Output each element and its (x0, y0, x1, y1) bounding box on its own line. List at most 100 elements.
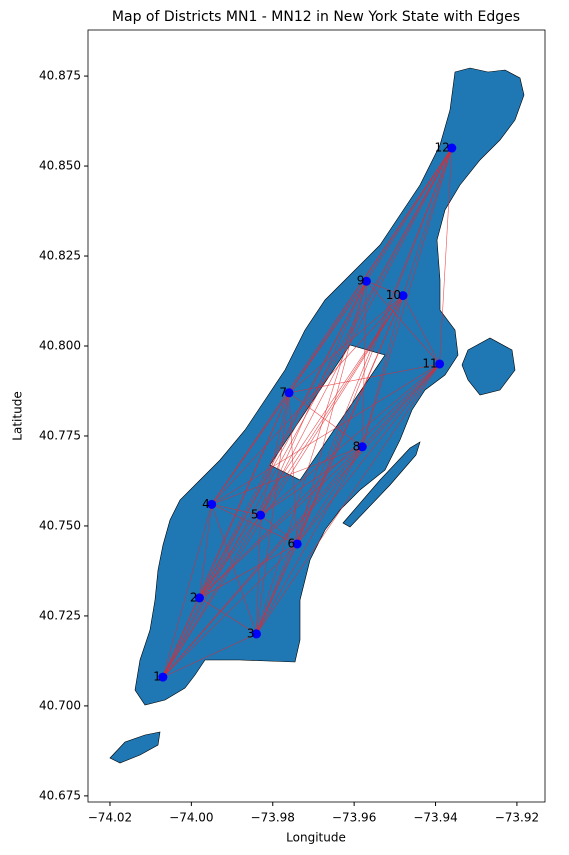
edge (256, 281, 367, 635)
district-label: 8 (353, 439, 361, 453)
edge (260, 392, 290, 516)
y-tick-label: 40.775 (39, 428, 81, 442)
plot-frame (87, 29, 546, 803)
edge (361, 295, 404, 447)
x-tick-label: −73.92 (495, 811, 539, 825)
edge (162, 514, 261, 678)
edge (260, 295, 404, 516)
edge (199, 597, 257, 635)
edge (402, 295, 440, 365)
district-point (207, 499, 217, 509)
edge (211, 363, 440, 505)
edge (260, 363, 440, 516)
edge (361, 281, 367, 447)
edge (162, 446, 363, 678)
edge (402, 147, 453, 296)
district-point (284, 388, 294, 398)
edge (199, 392, 290, 599)
chart-title: Map of Districts MN1 - MN12 in New York … (112, 9, 520, 25)
x-tick-label: −73.98 (251, 811, 295, 825)
edge (439, 148, 453, 365)
edge (296, 281, 367, 545)
edge (288, 392, 298, 544)
district-point (357, 442, 367, 452)
district-label: 11 (422, 356, 437, 370)
edge (256, 363, 440, 635)
edge (366, 280, 404, 296)
district-point (251, 629, 261, 639)
edge (199, 363, 440, 599)
edge (256, 295, 404, 635)
edge (199, 295, 404, 599)
randalls-island (461, 337, 516, 396)
governors-island (109, 731, 161, 764)
edge (288, 147, 453, 393)
district-label: 1 (153, 670, 161, 684)
edge (260, 446, 363, 516)
y-tick-label: 40.700 (39, 698, 81, 712)
edge (211, 147, 453, 505)
edge (288, 281, 367, 393)
district-point (292, 539, 302, 549)
y-tick-label: 40.750 (39, 518, 81, 532)
edge (296, 295, 404, 545)
district-label: 2 (190, 590, 198, 604)
edge (211, 504, 298, 545)
edge (199, 147, 453, 599)
edge (288, 392, 363, 448)
y-tick-label: 40.850 (39, 159, 81, 173)
edge (366, 281, 440, 365)
edge (296, 147, 453, 545)
edge (162, 633, 257, 678)
edge (256, 446, 363, 635)
edge (211, 504, 261, 516)
x-tick-label: −73.96 (332, 811, 376, 825)
edge (288, 295, 404, 394)
y-tick-label: 40.675 (39, 788, 81, 802)
district-point (447, 143, 457, 153)
edge (199, 446, 363, 599)
edge (162, 543, 298, 678)
district-label: 7 (279, 385, 287, 399)
district-point (256, 510, 266, 520)
edge (211, 295, 404, 505)
y-axis-label: Latitude (11, 391, 25, 440)
x-tick-label: −74.02 (88, 811, 132, 825)
edge (211, 504, 257, 635)
x-tick-label: −74.00 (169, 811, 213, 825)
district-point (435, 359, 445, 369)
edge (162, 392, 290, 678)
edge (260, 281, 367, 516)
district-point (195, 593, 205, 603)
district-label: 12 (435, 141, 450, 155)
edge (256, 515, 261, 634)
y-tick-label: 40.800 (39, 338, 81, 352)
y-tick-label: 40.825 (39, 249, 81, 263)
edge (162, 363, 440, 678)
edge (366, 147, 453, 282)
edge (162, 147, 453, 678)
district-label: 9 (357, 274, 365, 288)
district-point (361, 276, 371, 286)
edge (296, 363, 440, 545)
x-axis-label: Longitude (286, 831, 346, 845)
edge (199, 543, 298, 599)
district-label: 6 (288, 536, 296, 550)
district-label: 10 (386, 288, 401, 302)
district-point (158, 672, 168, 682)
y-tick-label: 40.875 (39, 69, 81, 83)
district-label: 5 (251, 508, 259, 522)
edge (162, 504, 213, 678)
edge (256, 147, 453, 635)
district-label: 4 (202, 497, 210, 511)
district-label: 3 (247, 626, 255, 640)
edge (256, 392, 290, 634)
edge (296, 446, 363, 545)
edge (199, 504, 213, 598)
edge (362, 363, 440, 447)
edge (162, 281, 367, 678)
roosevelt-island (342, 441, 421, 528)
edge (260, 514, 298, 545)
district-point (398, 291, 408, 301)
